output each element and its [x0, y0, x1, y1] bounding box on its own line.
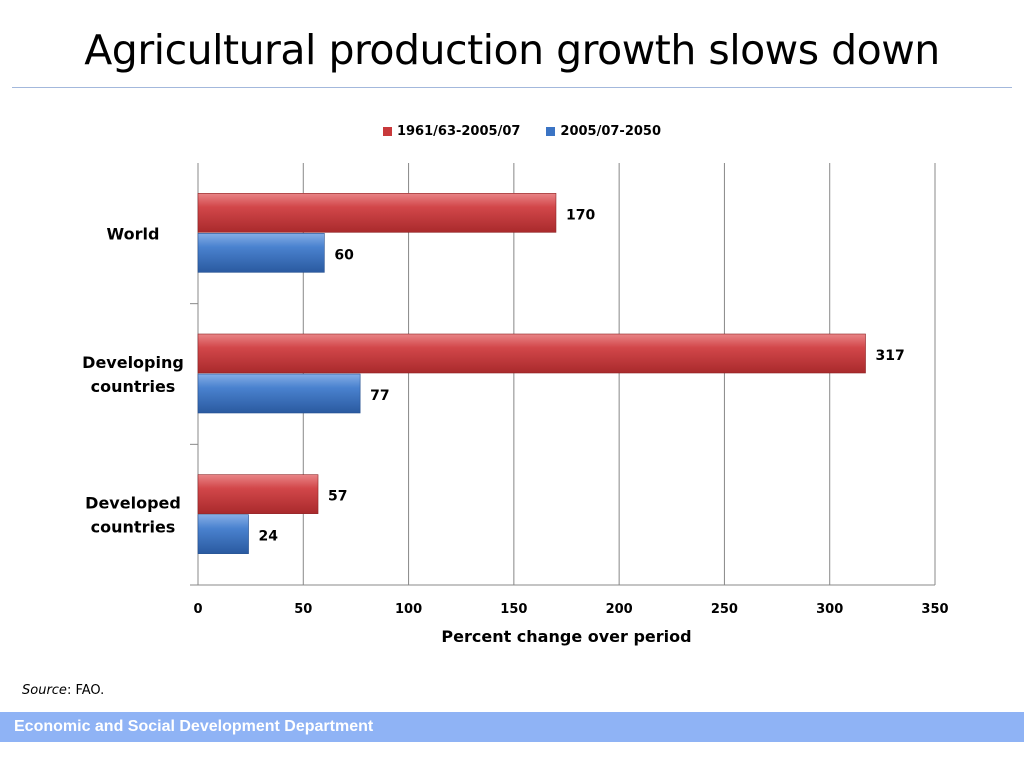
legend-label-series-2: 2005/07-2050	[560, 124, 662, 139]
bar-series-2	[197, 514, 249, 554]
title-divider	[12, 87, 1012, 88]
bar-series-2	[197, 233, 325, 273]
data-label: 77	[370, 388, 389, 404]
bar-series-1	[197, 193, 557, 233]
bar-chart: 0 50 100 150 200 250 300 350 170 60 World 317 77 Deve…	[82, 163, 949, 646]
source-label: Source	[22, 683, 67, 698]
bar-series-1	[197, 474, 319, 514]
x-tick-label: 50	[294, 602, 312, 617]
data-label: 57	[328, 489, 347, 505]
x-tick-label: 300	[816, 602, 843, 617]
x-tick-label: 200	[606, 602, 633, 617]
category-label: Developed countries	[85, 494, 181, 537]
data-label: 60	[334, 247, 354, 263]
category-label: Developing countries	[82, 353, 184, 396]
source-note: Source: FAO.	[22, 683, 104, 698]
x-axis-title: Percent change over period	[441, 627, 691, 646]
data-label: 24	[259, 529, 279, 545]
bar-series-1	[197, 333, 866, 374]
chart-legend: 1961/63-2005/07 2005/07-2050	[0, 124, 1024, 139]
x-tick-label: 250	[711, 602, 738, 617]
labels: 0 50 100 150 200 250 300 350 170 60 World 317 77 Deve…	[82, 207, 948, 646]
grid-lines	[190, 163, 936, 586]
legend-item-series-1: 1961/63-2005/07	[382, 124, 521, 139]
x-tick-label: 150	[500, 602, 527, 617]
data-label: 317	[876, 348, 905, 364]
bar-series-2	[197, 373, 361, 414]
legend-swatch-series-1	[382, 127, 392, 136]
legend-swatch-series-2	[546, 127, 556, 136]
category-label: World	[107, 224, 160, 243]
x-tick-label: 350	[921, 602, 948, 617]
data-label: 170	[566, 207, 595, 223]
source-text: : FAO.	[66, 683, 105, 698]
footer-text: Economic and Social Development Departme…	[14, 718, 374, 735]
x-tick-label: 0	[193, 602, 202, 617]
footer-band: Economic and Social Development Departme…	[0, 712, 1024, 742]
bars	[197, 193, 866, 554]
legend-item-series-2: 2005/07-2050	[546, 124, 661, 139]
legend-label-series-1: 1961/63-2005/07	[396, 124, 521, 139]
x-tick-label: 100	[395, 602, 422, 617]
slide-title: Agricultural production growth slows dow…	[84, 26, 940, 74]
